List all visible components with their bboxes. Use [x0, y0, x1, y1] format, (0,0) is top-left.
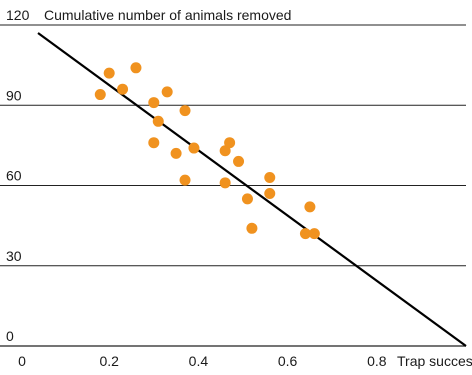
x-tick-label: 0.6 [278, 353, 298, 369]
y-tick-label: 30 [6, 248, 22, 264]
data-point [130, 62, 142, 74]
data-point [219, 145, 231, 157]
data-point [103, 67, 115, 79]
data-point [148, 137, 160, 149]
data-point [264, 171, 276, 183]
y-tick-label: 60 [6, 168, 22, 184]
y-tick-label: 90 [6, 87, 22, 103]
data-point [224, 137, 236, 149]
tick-labels: 0 30 60 90 120 0 0.2 0.4 0.6 0.8 [6, 7, 387, 369]
x-tick-label: 0.4 [189, 353, 209, 369]
gridlines [0, 24, 466, 267]
x-tick-label: 0.8 [367, 353, 387, 369]
data-point [152, 115, 164, 127]
trend-line [37, 32, 467, 347]
data-point [264, 188, 276, 200]
data-point [233, 155, 245, 167]
data-point [148, 97, 160, 109]
x-tick-label: 0.2 [99, 353, 119, 369]
data-point [117, 83, 129, 95]
y-tick-label: 0 [6, 328, 14, 344]
data-point [241, 193, 253, 205]
data-point [94, 89, 106, 101]
data-point [308, 228, 320, 240]
trend-line-group [37, 32, 467, 347]
data-point [161, 86, 173, 98]
data-point [299, 228, 311, 240]
data-points [94, 62, 320, 240]
y-axis-label: Cumulative number of animals removed [44, 7, 291, 23]
data-point [188, 142, 200, 154]
y-tick-label: 120 [6, 7, 30, 23]
x-axis-label: Trap success [397, 353, 472, 369]
x-tick-label: 0 [18, 353, 26, 369]
data-point [246, 222, 258, 234]
data-point [179, 105, 191, 117]
data-point [304, 201, 316, 213]
data-point [170, 147, 182, 159]
data-point [179, 174, 191, 186]
data-point [219, 177, 231, 189]
